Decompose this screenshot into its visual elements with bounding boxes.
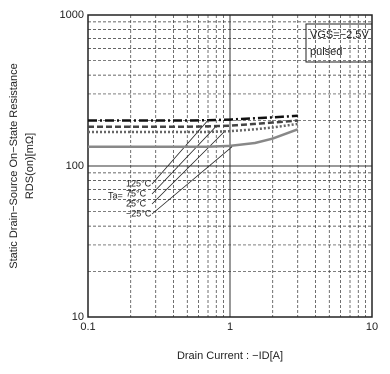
annotation-box [305,23,373,63]
annotation: Ta= [108,190,123,200]
series-line [88,128,299,149]
y-tick-label: 1000 [60,9,84,21]
series-label: 75°C [126,188,147,198]
y-tick-label: 10 [72,311,84,323]
annotation: VGS=−2.5V [310,29,369,41]
x-axis-label: Drain Current : −ID[A] [177,350,283,362]
series-label: −25°C [126,208,152,218]
x-tick-label: 10 [366,321,378,333]
x-tick-label: 1 [227,321,233,333]
plot-frame [87,14,373,318]
series-line [88,122,298,134]
annotation: pulsed [310,46,342,58]
y-axis-unit: RDS(on)[mΩ] [24,133,36,199]
series-line [88,114,298,122]
series-label: 25°C [126,198,147,208]
series-label: 125°C [126,178,152,188]
y-tick-label: 100 [66,160,84,172]
x-tick-label: 0.1 [80,321,95,333]
y-axis-label: Static Drain−Source On−State Resistance [8,63,20,268]
leader-line [151,146,233,215]
leader-line [151,119,209,185]
leader-line [151,126,217,195]
series-line [88,119,298,128]
leader-line [151,131,225,205]
